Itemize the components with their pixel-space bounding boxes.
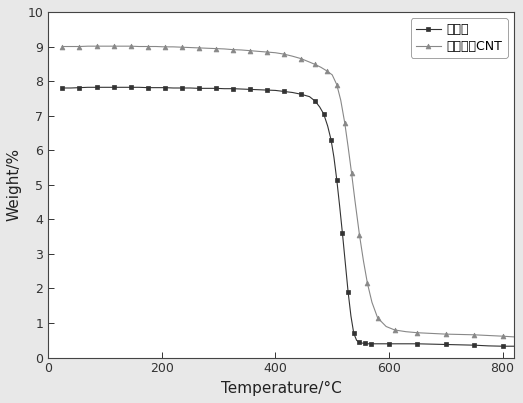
无填料 [499, 344, 506, 349]
无填料 [196, 86, 202, 91]
无填料 [238, 87, 244, 91]
碳纳米罐CNT [511, 334, 517, 339]
Line: 无填料: 无填料 [60, 85, 516, 348]
无填料 [230, 86, 236, 91]
碳纳米罐CNT [68, 44, 74, 49]
碳纳米罐CNT [85, 44, 91, 49]
Legend: 无填料, 碳纳米罐CNT: 无填料, 碳纳米罐CNT [411, 18, 508, 58]
无填料 [85, 85, 91, 90]
无填料 [213, 86, 219, 91]
无填料 [153, 85, 160, 90]
Line: 碳纳米罐CNT: 碳纳米罐CNT [60, 44, 516, 339]
碳纳米罐CNT [59, 44, 65, 49]
无填料 [339, 231, 346, 236]
碳纳米罐CNT [345, 144, 351, 149]
Y-axis label: Weight/%: Weight/% [7, 148, 22, 221]
碳纳米罐CNT [337, 98, 344, 102]
碳纳米罐CNT [238, 48, 244, 52]
X-axis label: Temperature/°C: Temperature/°C [221, 381, 342, 396]
无填料 [511, 344, 517, 349]
碳纳米罐CNT [323, 68, 329, 73]
无填料 [59, 85, 65, 90]
碳纳米罐CNT [369, 300, 375, 305]
